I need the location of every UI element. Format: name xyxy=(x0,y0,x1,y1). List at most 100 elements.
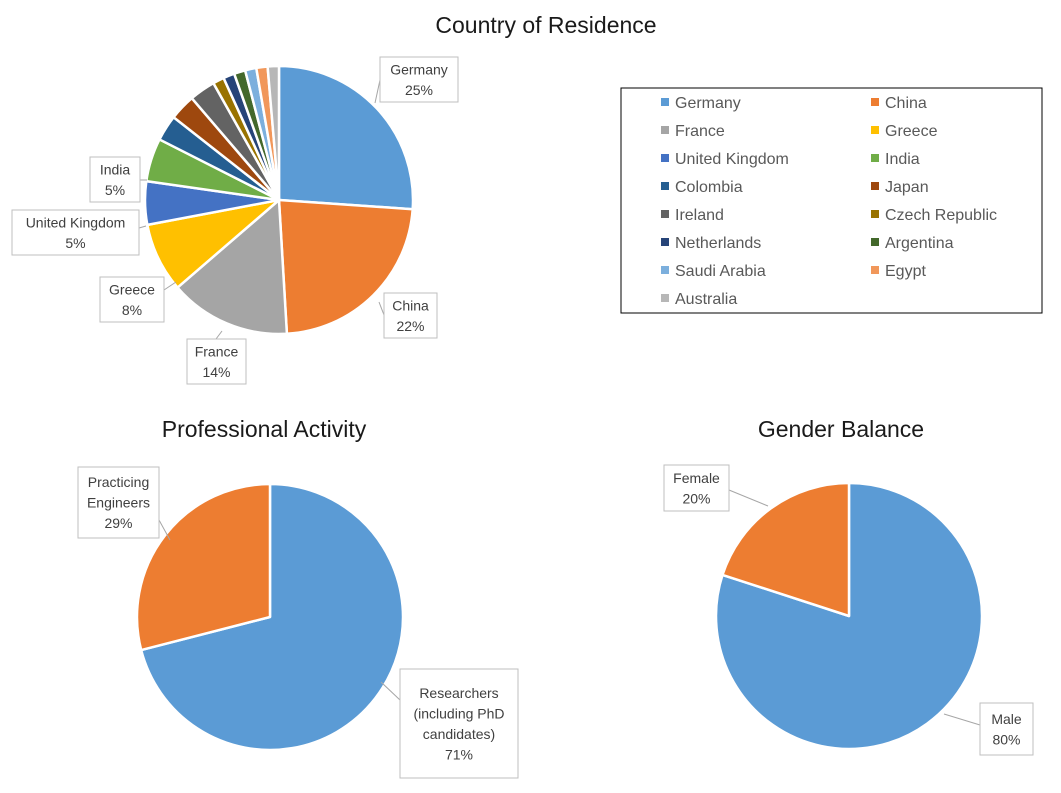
label-category: India xyxy=(100,161,131,177)
label-percent: 14% xyxy=(202,364,230,380)
callout-box xyxy=(383,292,438,339)
legend-swatch xyxy=(661,210,669,218)
label-category: Germany xyxy=(390,61,448,77)
gender-chart-title: Gender Balance xyxy=(758,416,924,442)
legend-label: Ireland xyxy=(675,207,724,224)
label-percent: 20% xyxy=(682,490,710,506)
legend-label: Germany xyxy=(675,95,741,112)
leader-line xyxy=(728,489,769,507)
gender-slice-female xyxy=(721,481,851,618)
legend-item-netherlands: Netherlands xyxy=(661,235,761,252)
country-slice-australia xyxy=(266,64,281,202)
callout-box xyxy=(399,668,519,779)
legend-item-saudi-arabia: Saudi Arabia xyxy=(661,263,766,280)
legend-swatch xyxy=(661,182,669,190)
callout-box xyxy=(77,466,160,539)
label-category: Practicing xyxy=(88,474,149,490)
legend-label: Greece xyxy=(885,123,938,140)
callout-box xyxy=(186,338,247,385)
legend-swatch xyxy=(661,266,669,274)
country-slice-france xyxy=(176,198,289,336)
legend-label: Argentina xyxy=(885,235,954,252)
legend-item-france: France xyxy=(661,123,725,140)
legend-item-ireland: Ireland xyxy=(661,207,724,224)
country-slice-germany xyxy=(277,64,415,211)
legend-item-argentina: Argentina xyxy=(871,235,954,252)
label-category: Male xyxy=(991,711,1022,727)
activity-pie xyxy=(135,482,405,752)
label-practicing-engineers: Practicing Engineers 29% xyxy=(77,466,171,541)
label-category: (including PhD xyxy=(413,705,504,721)
legend-swatch xyxy=(661,154,669,162)
label-male: Male 80% xyxy=(943,702,1034,756)
legend-swatch xyxy=(661,126,669,134)
label-researchers-including-phd-candidates: Researchers (including PhD candidates) 71% xyxy=(380,668,519,779)
legend-swatch xyxy=(661,98,669,106)
label-female: Female 20% xyxy=(663,464,769,512)
legend-swatch xyxy=(871,238,879,246)
country-slice-china xyxy=(277,198,414,336)
label-percent: 8% xyxy=(122,302,142,318)
callout-box xyxy=(663,464,730,512)
label-category: candidates) xyxy=(423,726,495,742)
legend-swatch xyxy=(871,126,879,134)
legend-item-japan: Japan xyxy=(871,179,929,196)
country-legend: Germany China France Greece United Kingdom In… xyxy=(620,87,1043,314)
data-label-callouts: Germany 25% China 22% France 14% Greece 8% Unite… xyxy=(11,56,1034,779)
legend-swatch xyxy=(871,154,879,162)
label-percent: 5% xyxy=(65,235,85,251)
legend-item-united-kingdom: United Kingdom xyxy=(661,151,789,168)
leader-line xyxy=(215,330,223,340)
legend-label: Saudi Arabia xyxy=(675,263,766,280)
label-india: India 5% xyxy=(89,156,147,203)
label-united-kingdom: United Kingdom 5% xyxy=(11,209,147,256)
legend-label: Netherlands xyxy=(675,235,761,252)
leader-line xyxy=(158,519,171,541)
label-category: Female xyxy=(673,470,720,486)
label-france: France 14% xyxy=(186,330,247,385)
legend-item-india: India xyxy=(871,151,920,168)
legend-swatch xyxy=(871,98,879,106)
legend-item-australia: Australia xyxy=(661,291,737,308)
callout-box xyxy=(99,276,165,323)
legend-item-china: China xyxy=(871,95,927,112)
legend-label: Japan xyxy=(885,179,929,196)
label-germany: Germany 25% xyxy=(374,56,459,104)
gender-pie xyxy=(714,481,984,751)
legend-swatch xyxy=(661,238,669,246)
legend-label: Australia xyxy=(675,291,737,308)
legend-label: United Kingdom xyxy=(675,151,789,168)
legend-item-egypt: Egypt xyxy=(871,263,926,280)
label-china: China 22% xyxy=(378,292,438,339)
legend-label: China xyxy=(885,95,927,112)
activity-chart-title: Professional Activity xyxy=(162,416,367,442)
label-percent: 29% xyxy=(104,515,132,531)
leader-line xyxy=(378,301,385,316)
label-percent: 22% xyxy=(396,318,424,334)
label-category: Engineers xyxy=(87,495,150,511)
label-percent: 71% xyxy=(445,746,473,762)
country-pie xyxy=(143,64,415,336)
legend-frame xyxy=(620,87,1043,314)
callout-box xyxy=(379,56,459,103)
legend-swatch xyxy=(871,266,879,274)
label-percent: 5% xyxy=(105,182,125,198)
legend-item-greece: Greece xyxy=(871,123,938,140)
callout-box xyxy=(89,156,141,203)
activity-slice-practicing-engineers xyxy=(135,482,272,652)
leader-line xyxy=(163,281,177,291)
label-greece: Greece 8% xyxy=(99,276,177,323)
label-category: United Kingdom xyxy=(26,214,126,230)
leader-line xyxy=(380,681,401,701)
label-percent: 25% xyxy=(405,82,433,98)
label-percent: 80% xyxy=(992,731,1020,747)
leader-line xyxy=(138,225,147,229)
callout-box xyxy=(11,209,140,256)
legend-label: Czech Republic xyxy=(885,207,997,224)
label-category: Greece xyxy=(109,281,155,297)
legend-swatch xyxy=(871,182,879,190)
legend-label: Egypt xyxy=(885,263,926,280)
legend-label: France xyxy=(675,123,725,140)
legend-item-germany: Germany xyxy=(661,95,741,112)
